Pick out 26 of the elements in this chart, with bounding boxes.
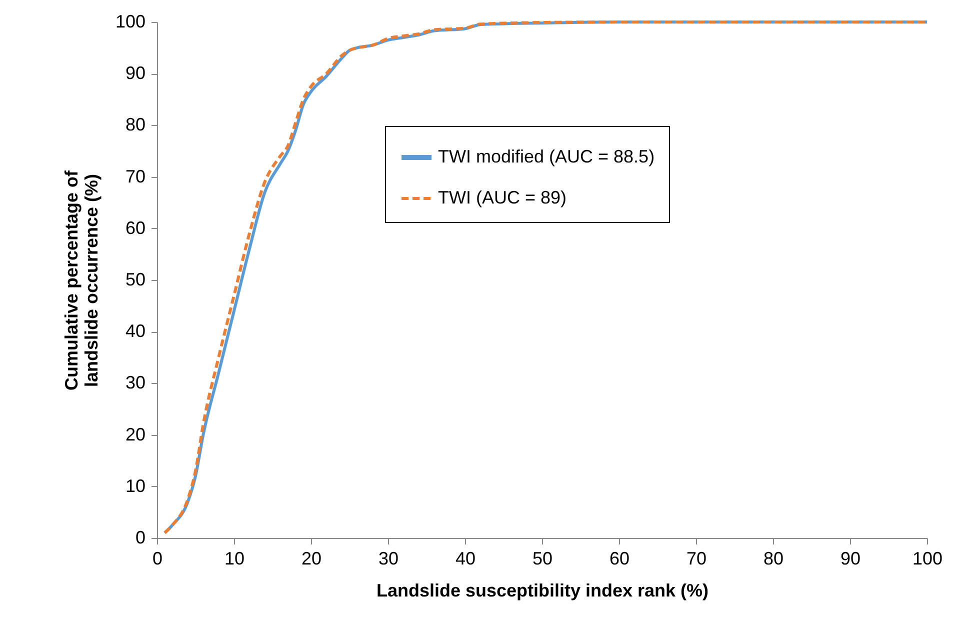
y-tick-label: 30	[125, 372, 146, 393]
y-tick-label: 80	[125, 114, 146, 135]
x-tick-label: 10	[224, 548, 245, 568]
y-axis-title: Cumulative percentage of landslide occurrence (%)	[61, 169, 102, 391]
legend-label: TWI modified (AUC = 88.5)	[438, 146, 655, 166]
x-tick-label: 80	[763, 548, 784, 568]
y-tick-label: 10	[125, 476, 146, 496]
x-tick-label: 30	[378, 548, 399, 568]
x-tick-label: 60	[609, 548, 630, 568]
y-tick-label: 90	[125, 63, 146, 84]
x-tick-label: 90	[840, 548, 861, 568]
y-tick-label: 100	[115, 12, 146, 32]
y-tick-label: 50	[125, 270, 146, 290]
legend-label: TWI (AUC = 89)	[438, 188, 567, 208]
x-tick-label: 70	[686, 548, 707, 568]
y-tick-label: 60	[125, 218, 146, 238]
x-tick-label: 100	[912, 548, 943, 568]
y-tick-label: 40	[125, 321, 146, 342]
x-tick-label: 40	[455, 548, 476, 568]
x-tick-label: 50	[532, 548, 553, 568]
x-tick-label: 0	[152, 548, 163, 568]
y-tick-label: 0	[135, 528, 146, 548]
y-tick-label: 70	[125, 166, 146, 186]
x-axis-title: Landslide susceptibility index rank (%)	[376, 580, 709, 600]
y-tick-label: 20	[125, 424, 146, 444]
x-tick-label: 20	[301, 548, 322, 568]
